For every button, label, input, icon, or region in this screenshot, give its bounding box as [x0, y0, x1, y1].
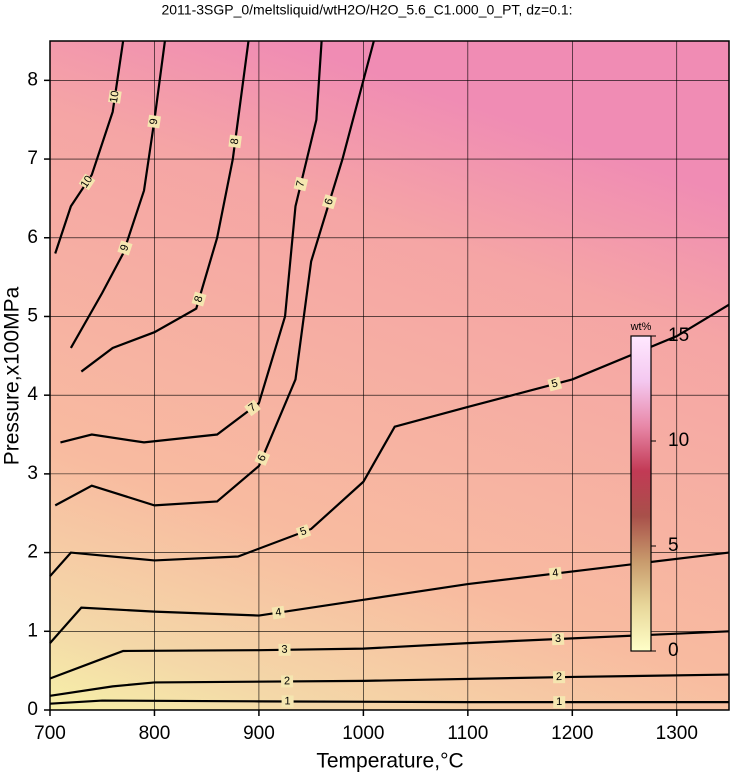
x-tick-label: 700 — [34, 723, 66, 744]
contour-label-bg — [281, 675, 294, 688]
y-tick-label: 2 — [27, 542, 38, 563]
contour-label: 10 — [79, 174, 96, 191]
contour-label: 8 — [229, 138, 242, 146]
contour-label: 7 — [294, 180, 307, 189]
contour-label: 5 — [299, 525, 309, 538]
contour-label-bg — [551, 632, 565, 646]
contour-label: 4 — [552, 567, 560, 580]
y-tick-label: 1 — [27, 620, 38, 641]
contour-label-bg — [191, 291, 207, 307]
contour-line — [49, 673, 730, 697]
contour-label-bg — [553, 696, 566, 709]
x-tick-label: 1100 — [447, 723, 488, 744]
colorbar-tick-label: 0 — [668, 640, 679, 661]
y-tick-label: 4 — [27, 384, 38, 405]
chart-title: 2011-3SGP_0/meltsliquid/wtH2O/H2O_5.6_C1… — [161, 2, 572, 18]
y-tick-label: 7 — [27, 148, 38, 169]
contour-label-bg — [78, 173, 96, 191]
contour-line — [49, 630, 730, 680]
x-tick-label: 800 — [139, 723, 171, 744]
x-tick-label: 900 — [243, 723, 275, 744]
y-tick-label: 0 — [27, 699, 38, 720]
contour-label-bg — [552, 671, 566, 684]
x-tick-label: 1300 — [656, 723, 698, 744]
contour-label: 5 — [550, 377, 559, 390]
contour-label-bg — [244, 399, 261, 417]
contour-label: 3 — [281, 644, 287, 656]
contour-label-bg — [117, 240, 133, 256]
contour-label: 6 — [255, 453, 268, 463]
contour-label: 10 — [108, 90, 122, 104]
contour-label: 9 — [118, 243, 131, 253]
contour-label-bg — [295, 524, 312, 540]
contour-label-bg — [293, 176, 309, 192]
y-tick-label: 5 — [27, 305, 38, 326]
colorbar-label: wt% — [630, 321, 652, 333]
contour-label-bg — [321, 194, 337, 210]
contour-label-bg — [278, 643, 291, 656]
x-tick-label: 1000 — [342, 723, 384, 744]
contour-label: 3 — [555, 633, 562, 645]
plot-frame — [49, 40, 730, 711]
contour-label-bg — [271, 605, 286, 620]
contour-line — [60, 40, 323, 444]
contour-label-bg — [228, 134, 242, 149]
contour-line — [80, 40, 250, 373]
contour-label-bg — [147, 114, 161, 129]
contour-label: 4 — [274, 606, 282, 619]
contour-line — [54, 40, 125, 254]
contour-label: 8 — [192, 294, 205, 303]
colorbar-tick-label: 10 — [668, 430, 689, 451]
y-tick-label: 8 — [27, 69, 38, 90]
contour-label: 1 — [285, 695, 291, 707]
y-axis-label: Pressure,x100MPa — [1, 286, 24, 465]
contour-label-bg — [108, 89, 122, 104]
contour-label-bg — [254, 450, 271, 466]
contour-line — [49, 303, 730, 577]
colorbar — [630, 335, 652, 652]
contour-label-bg — [548, 566, 563, 581]
y-tick-label: 3 — [27, 463, 38, 484]
contour-label: 2 — [556, 671, 562, 683]
contour-label: 1 — [556, 696, 562, 708]
contour-label-bg — [547, 376, 563, 392]
contour-label: 9 — [148, 118, 161, 126]
colorbar-tick-label: 5 — [668, 535, 679, 556]
x-tick-label: 1200 — [551, 723, 593, 744]
contour-label: 6 — [323, 197, 336, 206]
colorbar-tick-label: 15 — [668, 325, 689, 346]
contour-label: 2 — [284, 675, 290, 687]
contour-label-bg — [281, 695, 294, 708]
plot-background — [50, 41, 729, 710]
contour-line — [69, 40, 166, 349]
contour-line — [49, 551, 730, 644]
contour-line — [54, 40, 375, 507]
y-tick-label: 6 — [27, 227, 38, 248]
x-axis-label: Temperature,°C — [316, 750, 463, 773]
